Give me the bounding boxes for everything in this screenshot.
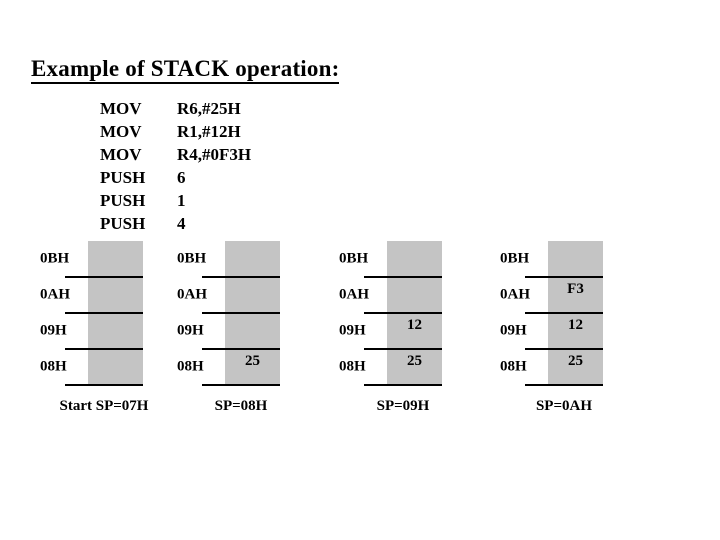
row-divider [364,348,442,350]
stack-cell [387,241,442,277]
code-mnemonic: PUSH [100,214,146,233]
stack-cell [88,313,143,349]
stack-row: 0BH [337,241,442,278]
stack-address-label: 09H [339,322,366,339]
row-divider [65,384,143,386]
code-line: MOV R6,#25H [100,97,251,120]
stack-row: 09H [38,313,143,350]
stack-cell: 25 [548,349,603,385]
row-divider [202,348,280,350]
code-operand: 1 [177,191,186,210]
stack-address-label: 0BH [177,250,207,267]
stack-address-label: 0BH [500,250,530,267]
stack-address-label: 0AH [40,286,70,303]
code-line: MOV R1,#12H [100,120,251,143]
stack-row: 09H 12 [337,313,442,350]
row-divider [65,276,143,278]
code-mnemonic: PUSH [100,191,146,210]
stack-cell [225,313,280,349]
code-line: MOV R4,#0F3H [100,143,251,166]
sp-caption: SP=08H [214,398,268,414]
stack-address-label: 0AH [177,286,207,303]
stack-row: 0BH [175,241,280,278]
stack-cell [88,241,143,277]
stack-row: 09H 12 [498,313,603,350]
stack-address-label: 08H [177,358,204,375]
stack-cell [88,349,143,385]
code-mnemonic: PUSH [100,168,146,187]
code-line: PUSH 4 [100,212,251,235]
stack-cell: 12 [548,313,603,349]
stack-address-label: 0AH [500,286,530,303]
row-divider [525,276,603,278]
row-divider [364,384,442,386]
stack-row: 0AH F3 [498,277,603,314]
row-divider [202,312,280,314]
code-operand: 6 [177,168,186,187]
code-mnemonic: MOV [100,145,142,164]
stack-cell: 25 [387,349,442,385]
stack-cell [88,277,143,313]
stack-address-label: 08H [40,358,67,375]
stack-address-label: 0AH [339,286,369,303]
stack-cell: F3 [548,277,603,313]
slide-title-text: Example of STACK operation: [31,56,340,84]
stack-row: 08H 25 [337,349,442,386]
stack-address-label: 09H [500,322,527,339]
row-divider [525,384,603,386]
code-line: PUSH 1 [100,189,251,212]
stack-row: 0AH [38,277,143,314]
row-divider [525,348,603,350]
row-divider [364,312,442,314]
code-operand: 4 [177,214,186,233]
row-divider [65,348,143,350]
stack-row: 08H 25 [498,349,603,386]
stack-cell [225,277,280,313]
code-mnemonic: MOV [100,99,142,118]
stack-diagram-after-push-4: 0BH 0AH F3 09H 12 08H 25 SP=0AH [498,241,603,416]
stack-cell [387,277,442,313]
sp-caption: Start SP=07H [59,398,149,414]
stack-row: 08H [38,349,143,386]
row-divider [202,384,280,386]
row-divider [65,312,143,314]
stack-address-label: 0BH [339,250,369,267]
slide-title: Example of STACK operation: [31,56,340,84]
stack-diagram-after-push-6: 0BH 0AH 09H 08H 25 SP=08H [175,241,280,416]
code-mnemonic: MOV [100,122,142,141]
stack-cell: 25 [225,349,280,385]
stack-address-label: 08H [339,358,366,375]
assembly-code-block: MOV R6,#25H MOV R1,#12H MOV R4,#0F3H PUS… [100,97,251,235]
stack-diagram-start: 0BH 0AH 09H 08H Start SP=07H [38,241,149,416]
code-line: PUSH 6 [100,166,251,189]
stack-row: 0BH [38,241,143,278]
stack-cell [548,241,603,277]
stack-diagram-after-push-1: 0BH 0AH 09H 12 08H 25 SP=09H [337,241,442,416]
stack-cell [225,241,280,277]
stack-row: 09H [175,313,280,350]
stack-address-label: 0BH [40,250,70,267]
code-operand: R4,#0F3H [177,145,252,164]
row-divider [525,312,603,314]
stack-address-label: 09H [177,322,204,339]
stack-cell: 12 [387,313,442,349]
code-operand: R6,#25H [177,99,241,118]
sp-caption: SP=0AH [535,398,593,414]
stack-address-label: 09H [40,322,67,339]
row-divider [364,276,442,278]
row-divider [202,276,280,278]
code-operand: R1,#12H [177,122,241,141]
stack-row: 0BH [498,241,603,278]
sp-caption: SP=09H [376,398,430,414]
stack-row: 0AH [175,277,280,314]
stack-row: 08H 25 [175,349,280,386]
stack-address-label: 08H [500,358,527,375]
stack-row: 0AH [337,277,442,314]
